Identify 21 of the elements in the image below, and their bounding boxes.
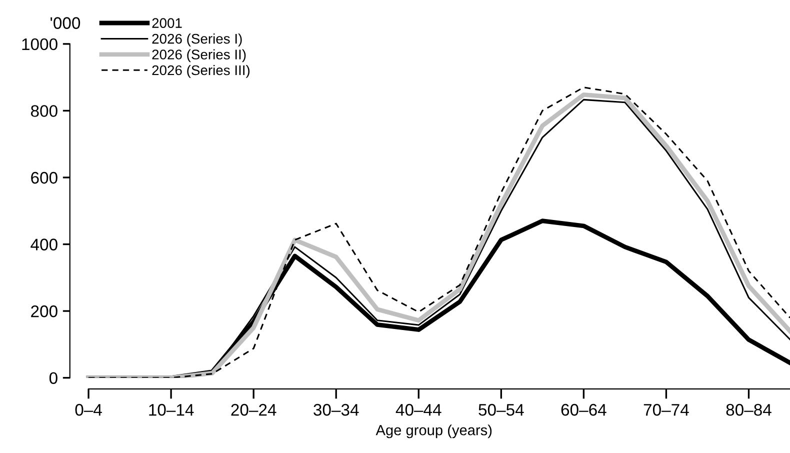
y-tick-label: 600: [31, 172, 58, 184]
y-tick-label: 800: [30, 105, 58, 117]
x-tick-label: 40–44: [396, 404, 442, 416]
y-tick-label: 200: [31, 305, 58, 318]
legend-label: 2026 (Series III): [152, 64, 250, 78]
y-axis-title: '000: [50, 17, 80, 29]
legend-label: 2026 (Series I): [152, 34, 242, 46]
x-tick-label: 30–34: [314, 404, 359, 416]
x-tick-label: 10–14: [149, 404, 194, 416]
y-tick-label: 400: [30, 238, 58, 250]
x-tick-label: 50–54: [478, 404, 524, 416]
x-tick-label: 70–74: [644, 404, 689, 416]
legend-label: 2001: [152, 18, 182, 28]
x-tick-label: 0–4: [75, 404, 102, 416]
y-tick-label: 0: [49, 372, 58, 384]
x-axis-title: Age group (years): [376, 424, 492, 438]
legend-label: 2026 (Series II): [152, 49, 246, 62]
x-tick-label: 80–84: [726, 404, 772, 416]
x-tick-label: 20–24: [231, 404, 276, 416]
x-tick-label: 60–64: [561, 404, 606, 416]
y-tick-label: 1000: [22, 38, 58, 50]
